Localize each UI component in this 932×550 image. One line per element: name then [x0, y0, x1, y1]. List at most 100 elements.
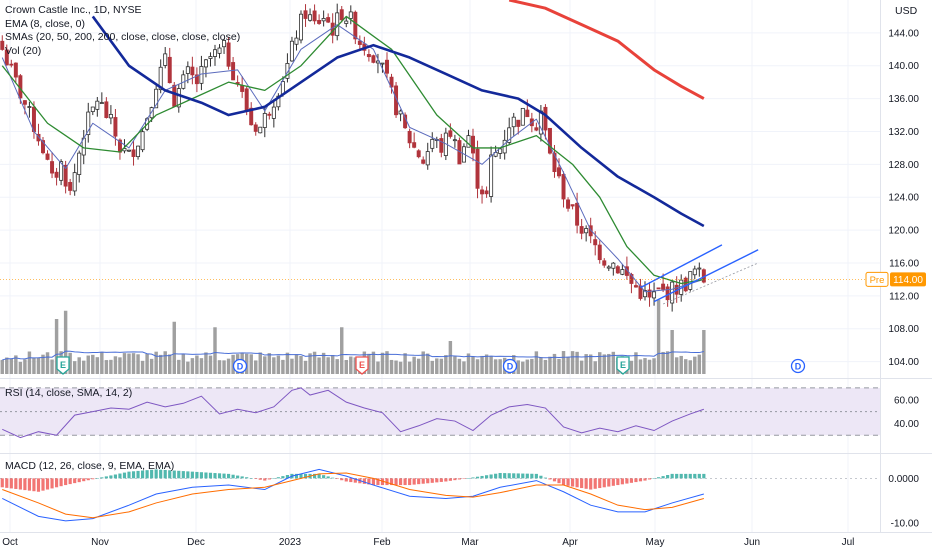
volume-bar — [226, 358, 231, 374]
volume-bar — [353, 357, 358, 374]
volume-bar — [484, 354, 489, 374]
time-tick-label: 2023 — [279, 537, 302, 548]
dividend-marker — [790, 358, 806, 374]
macd-histogram-bar — [131, 471, 136, 479]
candle-up — [348, 11, 353, 19]
price-tick-label: 104.00 — [888, 357, 919, 368]
currency-label: USD — [895, 5, 918, 17]
volume-bar — [321, 352, 326, 374]
candle-down — [0, 40, 5, 50]
time-tick-label: Oct — [2, 537, 18, 548]
candle-down — [22, 100, 27, 105]
macd-histogram-bar — [168, 470, 172, 479]
macd-histogram-bar — [190, 471, 194, 479]
candle-down — [253, 124, 258, 132]
candle-up — [185, 66, 190, 74]
macd-tick-label: -10.00 — [891, 519, 920, 530]
candle-down — [385, 59, 389, 74]
macd-histogram-bar — [122, 472, 127, 479]
volume-bar — [104, 360, 109, 374]
volume-bar — [466, 353, 471, 374]
macd-histogram-bar — [100, 477, 104, 479]
volume-bar — [77, 357, 81, 374]
overlay-line — [1, 24, 704, 293]
candle-down — [557, 167, 561, 177]
volume-bar — [14, 355, 18, 374]
volume-bar — [416, 358, 421, 374]
candle-up — [285, 63, 290, 79]
candle-down — [357, 40, 362, 45]
volume-bar — [199, 358, 204, 374]
overlay-line — [91, 15, 705, 228]
session-badge-label: Pre — [870, 275, 885, 286]
macd-histogram-bar — [530, 473, 534, 479]
volume-bar — [290, 358, 294, 374]
volume-bar — [263, 356, 267, 374]
macd-histogram-bar — [462, 478, 466, 479]
rsi-band-layer — [0, 387, 880, 436]
candle-up — [72, 172, 77, 192]
macd-histogram-bar — [154, 469, 158, 479]
event-marker-layer: E E ED D D — [56, 356, 806, 375]
candle-down — [190, 66, 195, 76]
price-tick-label: 132.00 — [888, 127, 919, 138]
volume-bar — [267, 353, 272, 374]
macd-histogram-bar — [593, 478, 597, 489]
macd-histogram-bar — [439, 478, 443, 482]
candle-up — [308, 14, 313, 21]
macd-histogram-bar — [127, 471, 131, 479]
macd-histogram-bar — [45, 478, 50, 490]
volume-bar — [584, 354, 588, 374]
candle-down — [597, 244, 602, 261]
candle-down — [389, 76, 394, 88]
candle-down — [543, 106, 548, 131]
candle-up — [95, 100, 100, 110]
rsi-line — [2, 387, 705, 439]
candle-down — [326, 17, 331, 23]
macd-histogram-bar — [41, 478, 45, 491]
volume-bar — [208, 355, 213, 374]
price-tick-label: 124.00 — [888, 193, 919, 204]
macd-histogram-bar — [59, 478, 63, 487]
volume-bar — [140, 360, 145, 374]
macd-histogram-bar — [380, 478, 385, 486]
candle-down — [661, 283, 666, 290]
macd-histogram-bar — [299, 473, 303, 479]
macd-histogram-bar — [693, 473, 697, 479]
candle-down — [172, 84, 177, 107]
macd-histogram-bar — [335, 478, 339, 479]
candle-up — [511, 116, 516, 128]
macd-histogram-bar — [589, 478, 593, 490]
volume-bar — [575, 351, 579, 374]
macd-histogram-bar — [340, 478, 344, 481]
volume-bar — [285, 352, 290, 374]
macd-signal-line — [2, 472, 704, 519]
axis-layer: 104.00 108.00 112.00 116.00 120.00 124.00 128.… — [2, 28, 919, 548]
macd-histogram-bar — [403, 478, 407, 486]
macd-histogram-bar — [516, 473, 520, 479]
macd-histogram-bar — [82, 478, 86, 482]
candle-down — [656, 287, 661, 290]
candle-up — [163, 53, 168, 66]
time-tick-label: Feb — [373, 537, 391, 548]
volume-bar — [598, 352, 602, 374]
rsi-tick-label: 60.00 — [894, 395, 919, 406]
candle-up — [158, 66, 163, 91]
volume-bar — [421, 351, 425, 374]
macd-histogram-bar — [702, 473, 706, 479]
volume-bar — [439, 358, 444, 374]
candle-down — [647, 289, 652, 298]
candle-down — [231, 62, 236, 81]
volume-bar — [131, 353, 136, 374]
volume-bar — [181, 353, 186, 374]
macd-histogram-bar — [136, 470, 140, 479]
macd-histogram-bar — [245, 477, 249, 479]
volume-bar — [638, 359, 643, 374]
candle-up — [99, 102, 104, 104]
volume-bar — [561, 351, 566, 374]
macd-histogram-bar — [254, 478, 258, 479]
volume-bar — [448, 341, 453, 374]
macd-histogram-bar — [398, 478, 403, 486]
volume-bar — [548, 356, 552, 374]
